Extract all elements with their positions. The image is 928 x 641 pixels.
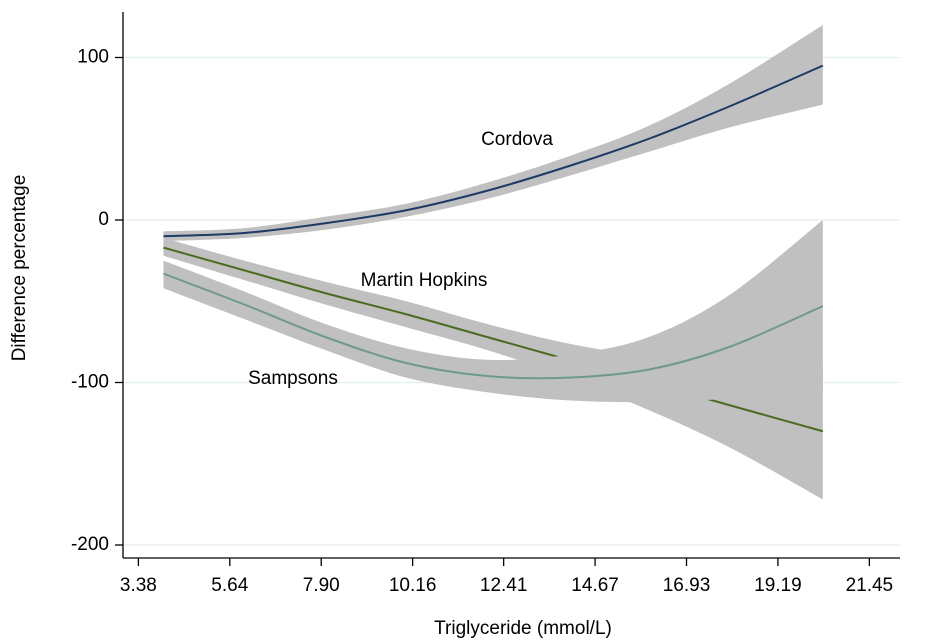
y-tick-label: 0 [98, 209, 109, 230]
x-tick-label: 16.93 [663, 575, 711, 596]
x-tick-label: 5.64 [211, 575, 248, 596]
x-tick-label: 19.19 [754, 575, 802, 596]
x-tick-label: 7.90 [303, 575, 340, 596]
y-tick-label: -100 [71, 372, 109, 393]
confidence-band [163, 237, 823, 500]
x-tick-label: 21.45 [846, 575, 894, 596]
x-tick-label: 3.38 [120, 575, 157, 596]
series-label: Cordova [481, 129, 553, 150]
x-axis-title: Triglyceride (mmol/L) [434, 618, 612, 639]
series-label: Sampsons [248, 368, 338, 389]
x-tick-label: 12.41 [480, 575, 528, 596]
confidence-band [163, 25, 823, 242]
y-axis-title: Difference percentage [9, 175, 30, 362]
x-tick-label: 14.67 [571, 575, 619, 596]
series-line [163, 64, 824, 238]
series-line [163, 272, 824, 380]
y-tick-label: -200 [71, 534, 109, 555]
series-label: Martin Hopkins [361, 270, 488, 291]
x-tick-label: 10.16 [389, 575, 437, 596]
y-tick-label: 100 [77, 47, 109, 68]
confidence-band [163, 220, 823, 403]
